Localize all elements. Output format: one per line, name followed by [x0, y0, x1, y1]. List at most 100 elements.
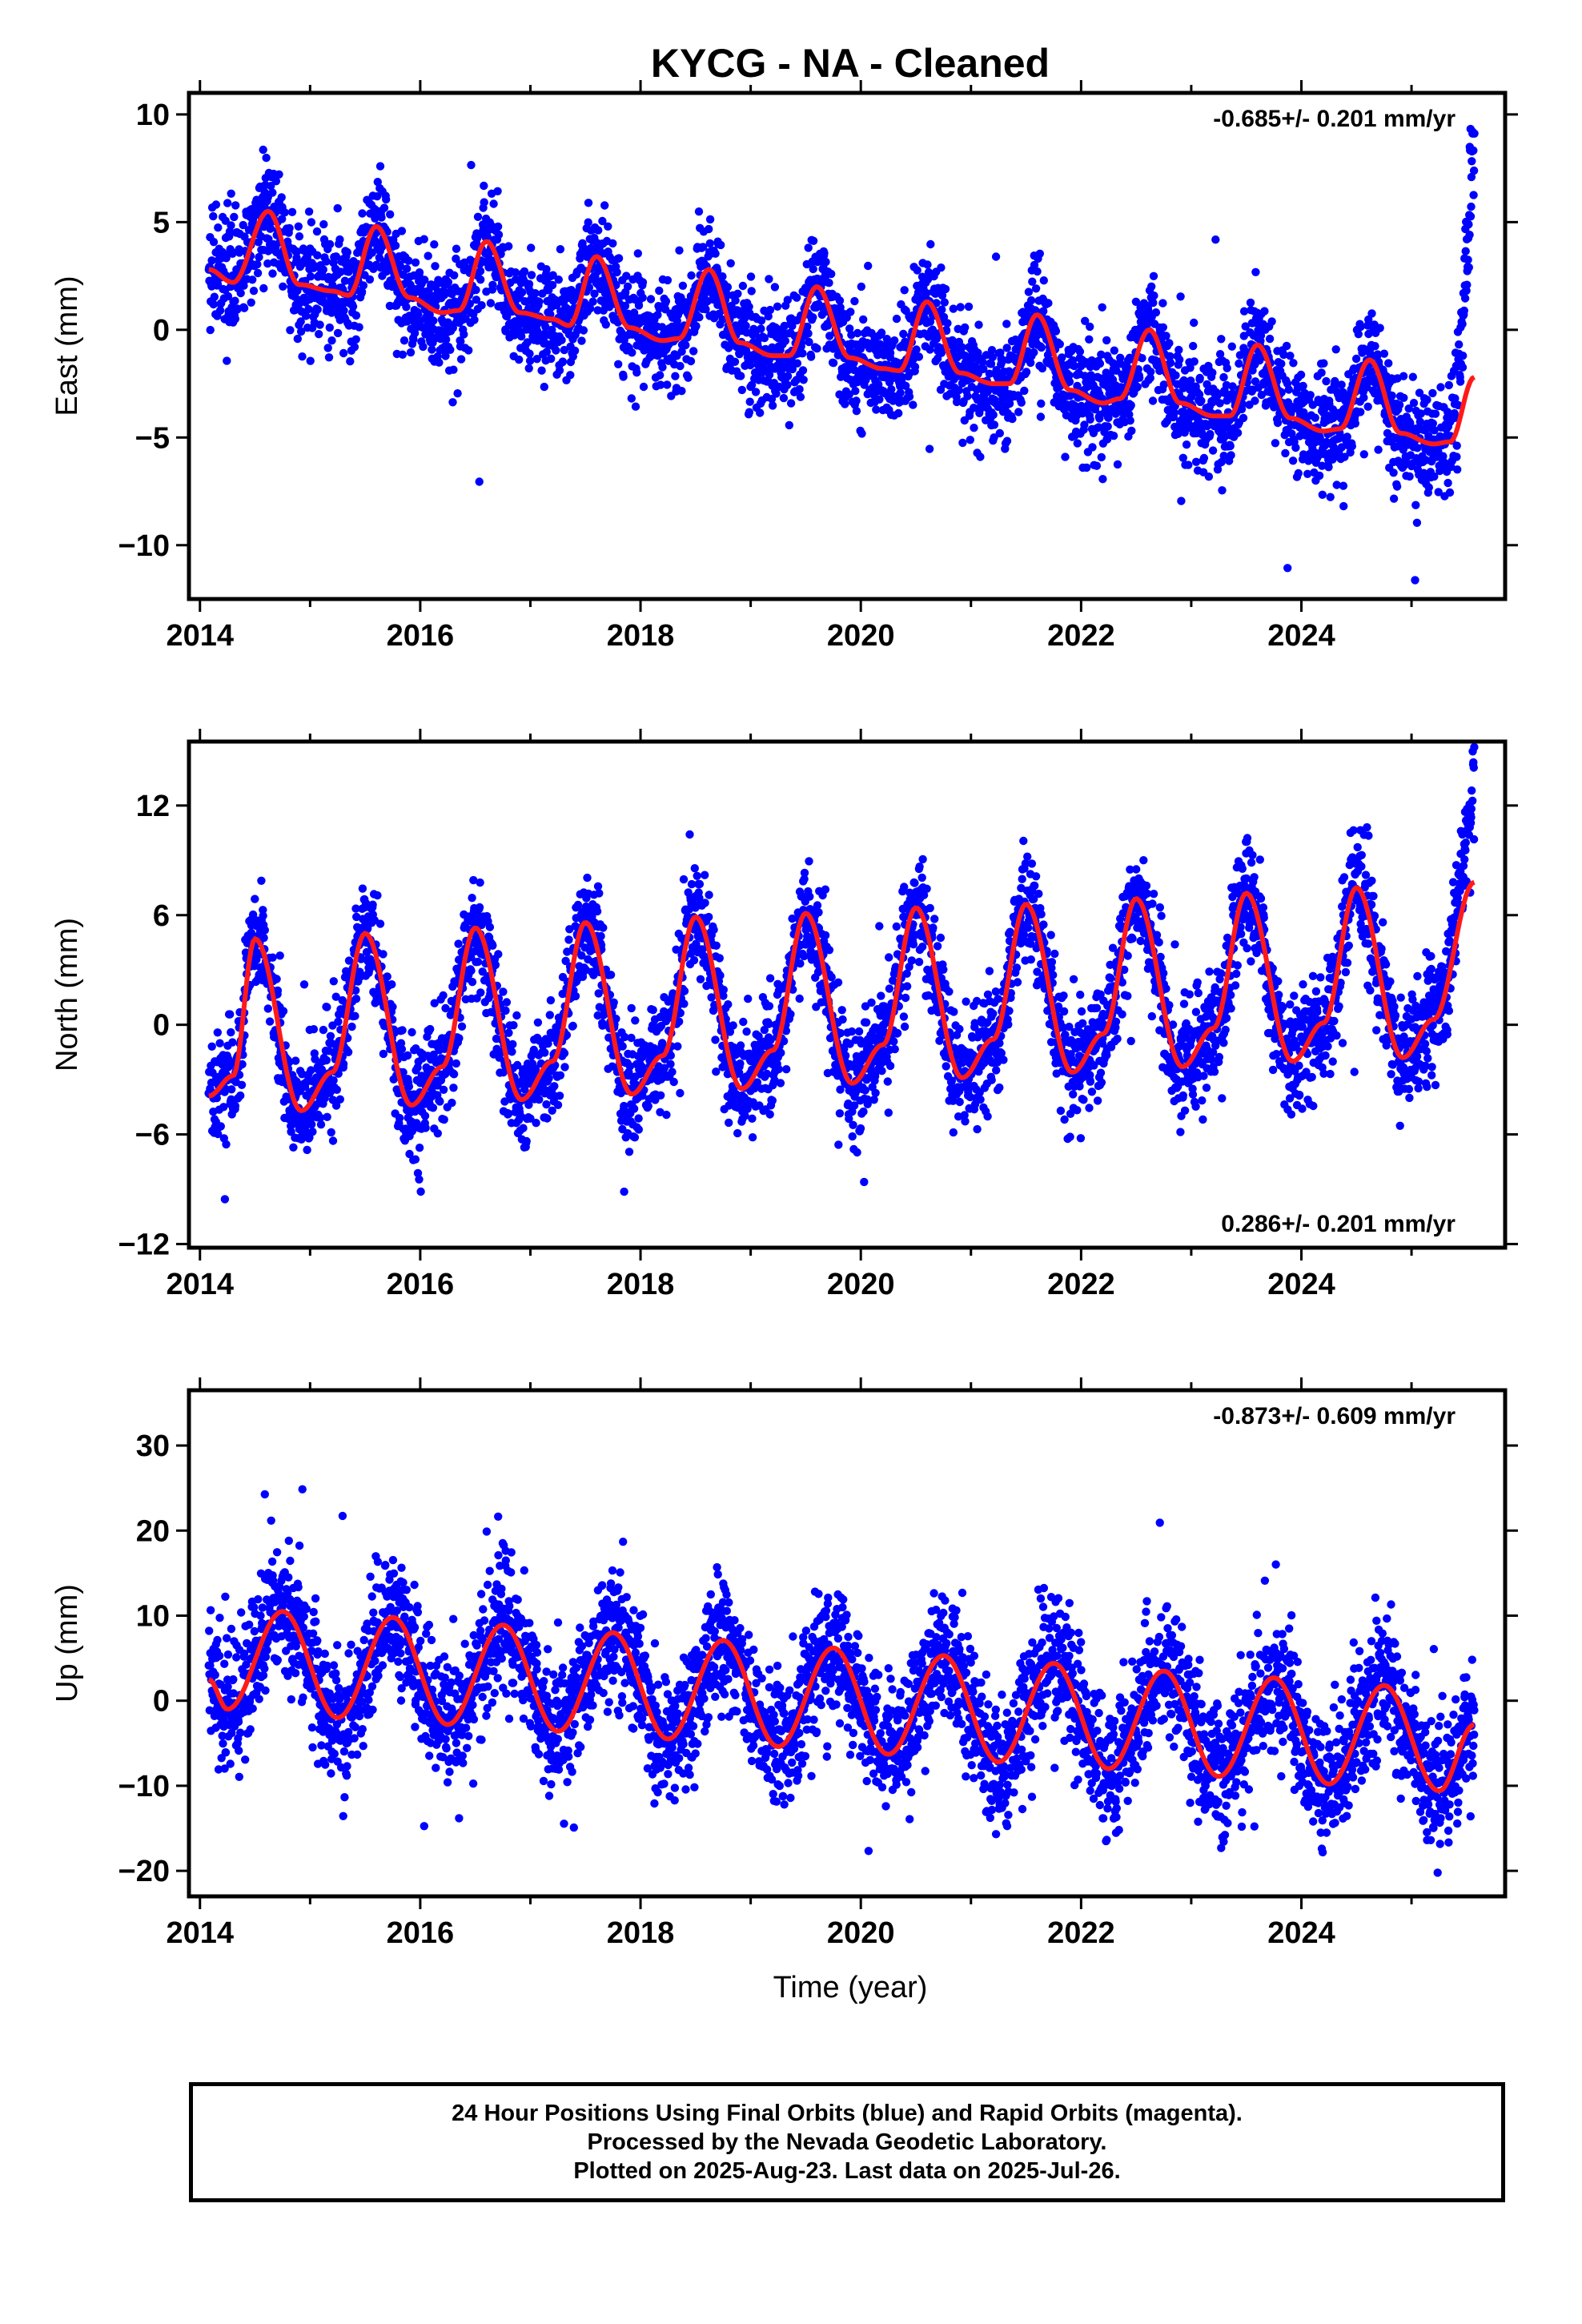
data-point — [1061, 452, 1070, 461]
data-point — [324, 353, 334, 362]
data-point — [251, 895, 259, 903]
data-point — [1306, 391, 1315, 400]
data-point — [745, 397, 754, 406]
data-point — [555, 366, 564, 375]
data-point — [517, 287, 527, 297]
data-point — [1131, 297, 1141, 306]
data-point — [584, 283, 594, 292]
data-point — [1322, 376, 1331, 386]
data-point — [228, 1038, 237, 1047]
data-point — [1073, 439, 1082, 448]
data-point — [1002, 436, 1012, 445]
data-point — [1038, 364, 1047, 373]
data-point — [547, 354, 556, 364]
data-point — [577, 336, 586, 345]
data-point — [527, 271, 536, 279]
data-point — [1097, 350, 1106, 359]
data-point — [966, 436, 975, 444]
data-point — [786, 399, 796, 408]
data-point — [216, 1122, 225, 1131]
data-point — [628, 348, 636, 357]
data-point — [1182, 440, 1191, 449]
data-point — [542, 265, 551, 274]
data-point — [1087, 356, 1096, 365]
data-point — [207, 256, 216, 265]
data-point — [335, 235, 344, 244]
data-point — [486, 299, 496, 308]
data-point — [1455, 340, 1464, 349]
data-point — [325, 323, 334, 332]
data-point — [230, 212, 239, 222]
data-point — [1037, 399, 1046, 408]
data-point — [485, 923, 495, 931]
data-point — [1086, 415, 1094, 424]
data-point — [677, 387, 686, 396]
data-point — [1036, 412, 1046, 421]
data-point — [614, 360, 623, 368]
data-point — [1095, 359, 1105, 368]
data-point — [718, 315, 727, 324]
data-point — [473, 957, 483, 967]
data-point — [1469, 166, 1479, 175]
data-point — [467, 966, 476, 975]
data-point — [872, 405, 881, 414]
data-point — [793, 293, 801, 302]
data-point — [415, 1144, 424, 1152]
data-point — [1251, 267, 1260, 276]
data-point — [1443, 478, 1452, 488]
data-point — [227, 189, 235, 198]
data-point — [940, 298, 950, 307]
data-point — [379, 950, 387, 959]
data-point — [268, 953, 277, 962]
data-point — [322, 1055, 331, 1065]
data-point — [1147, 282, 1156, 291]
data-point — [1227, 451, 1235, 460]
data-point — [835, 296, 845, 305]
data-point — [309, 1025, 319, 1034]
data-point — [319, 219, 328, 229]
data-point — [395, 1113, 404, 1123]
data-point — [1149, 271, 1158, 280]
data-point — [477, 301, 486, 310]
data-point — [1008, 414, 1017, 424]
data-point — [623, 282, 632, 291]
data-point — [346, 357, 355, 366]
data-point — [864, 261, 873, 271]
data-point — [339, 1059, 348, 1068]
data-point — [483, 232, 492, 241]
data-point — [798, 366, 808, 375]
data-point — [1227, 342, 1237, 351]
data-point — [215, 1039, 224, 1047]
data-point — [1005, 399, 1014, 408]
data-point — [257, 876, 266, 886]
data-point — [1165, 339, 1174, 348]
data-point — [887, 385, 896, 394]
data-point — [805, 337, 813, 347]
data-point — [1026, 296, 1036, 305]
data-point — [661, 297, 671, 306]
data-point — [588, 297, 597, 306]
data-point — [717, 240, 725, 250]
data-point — [329, 977, 338, 986]
data-point — [272, 975, 281, 983]
data-point — [938, 291, 947, 300]
data-point — [845, 324, 854, 333]
data-point — [1411, 501, 1420, 509]
data-point — [1251, 396, 1259, 405]
data-point — [557, 336, 566, 344]
data-point — [351, 311, 361, 320]
data-point — [263, 259, 272, 268]
data-point — [1126, 400, 1135, 410]
data-point — [1014, 408, 1023, 416]
data-point — [391, 241, 400, 250]
data-point — [687, 271, 696, 280]
data-point — [1284, 385, 1294, 394]
data-point — [1359, 393, 1368, 402]
data-point — [885, 348, 895, 357]
data-point — [515, 355, 524, 364]
data-point — [619, 372, 628, 381]
data-point — [653, 311, 662, 320]
data-point — [1283, 564, 1292, 573]
data-point — [852, 396, 861, 405]
